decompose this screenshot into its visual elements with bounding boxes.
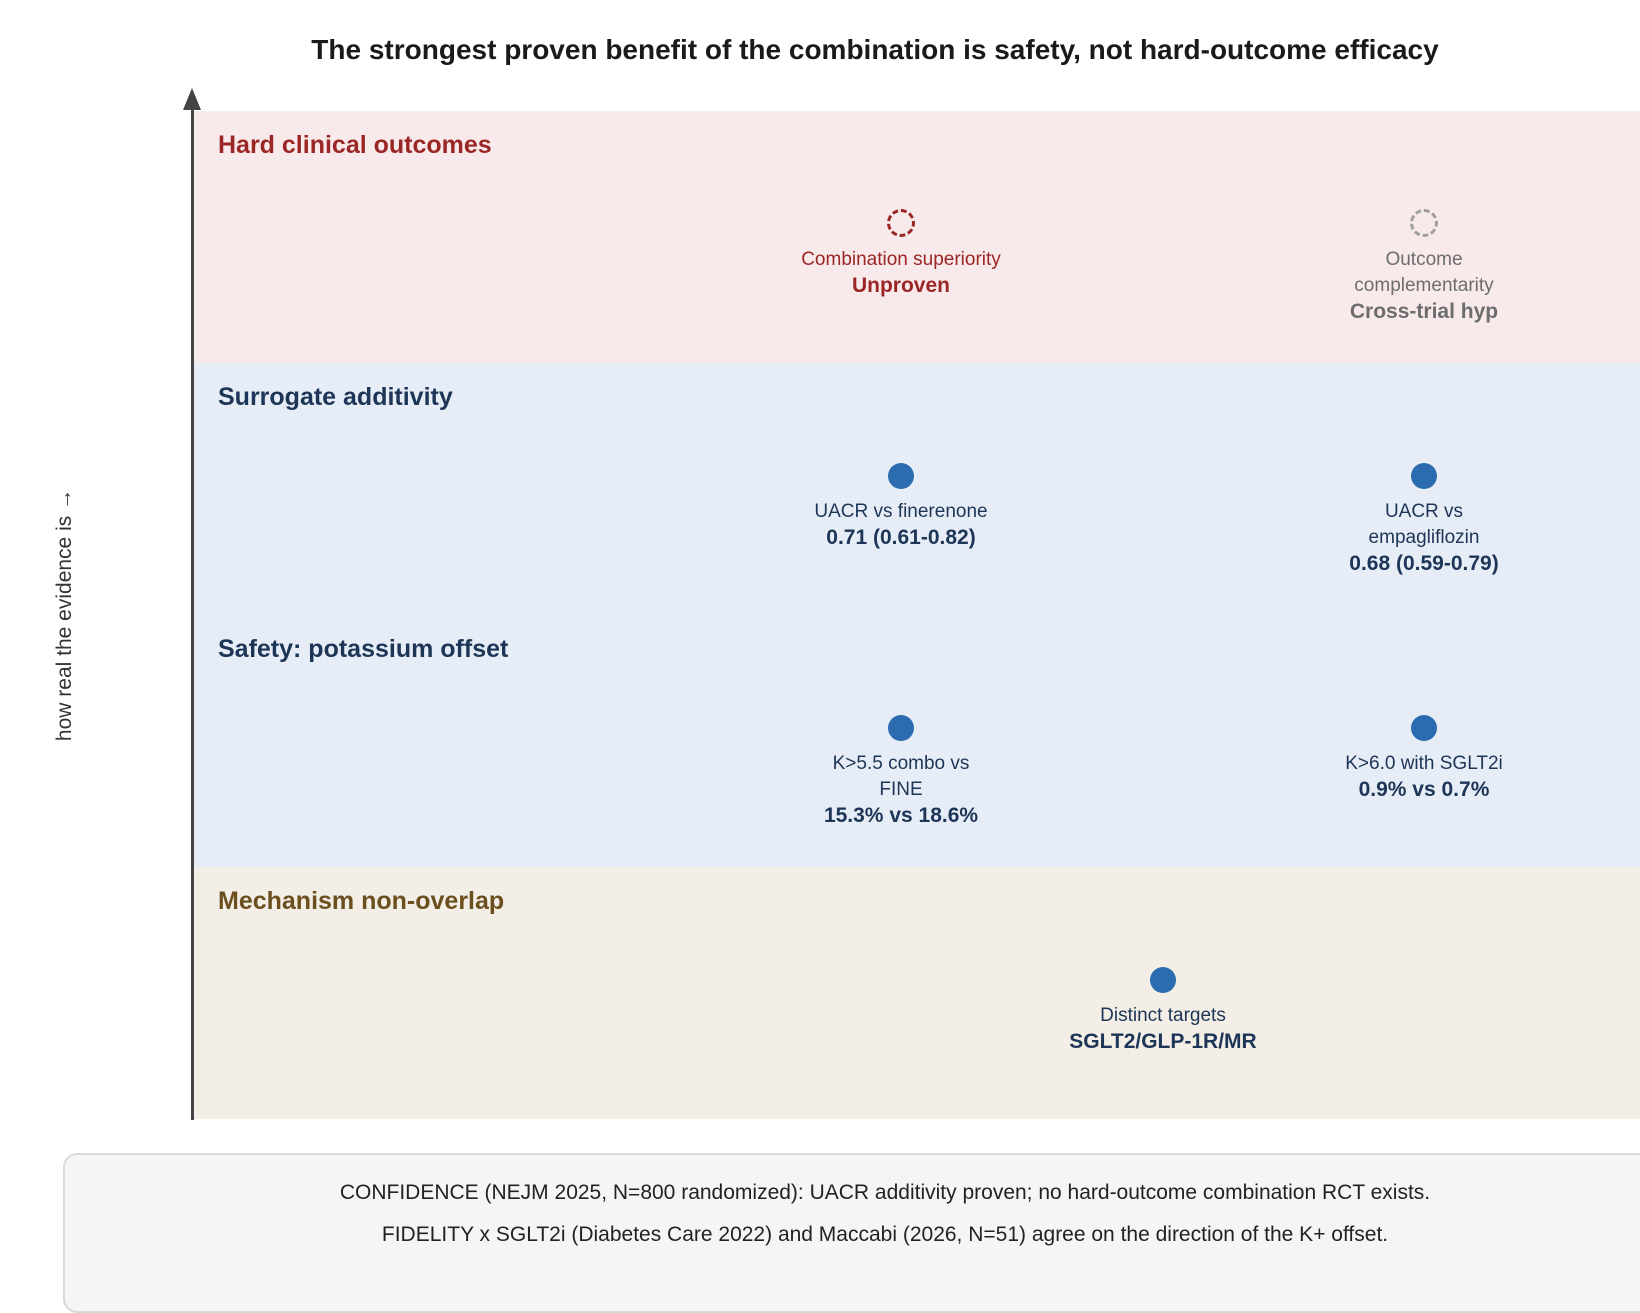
marker-uacr-empagliflozin: UACR vs empagliflozin 0.68 (0.59-0.79) [1334, 463, 1514, 577]
band-mechanism [193, 867, 1640, 1119]
marker-value: Unproven [851, 274, 950, 297]
marker-label: K>6.0 with SGLT2i [1345, 753, 1503, 774]
chart-title: The strongest proven benefit of the comb… [311, 34, 1439, 65]
marker-outcome-complementarity: Outcome complementarity Cross-trial hyp [1314, 209, 1534, 325]
marker-uacr-finerenone: UACR vs finerenone 0.71 (0.61-0.82) [791, 463, 1011, 551]
marker-label: UACR vs finerenone [814, 501, 988, 522]
marker-combination-superiority: Combination superiority Unproven [791, 209, 1011, 299]
circle-marker-icon [1150, 967, 1176, 993]
y-axis-line [191, 104, 194, 1120]
marker-k60-sglt2i: K>6.0 with SGLT2i 0.9% vs 0.7% [1314, 715, 1534, 803]
circle-marker-icon [888, 715, 914, 741]
circle-marker-icon [888, 463, 914, 489]
tier-label-mechanism: Mechanism non-overlap [218, 887, 505, 915]
marker-value: 0.68 (0.59-0.79) [1349, 552, 1499, 575]
tier-label-safety: Safety: potassium offset [218, 635, 509, 663]
marker-value: 0.9% vs 0.7% [1358, 778, 1490, 801]
confidence-line-2: FIDELITY x SGLT2i (Diabetes Care 2022) a… [381, 1223, 1389, 1246]
marker-label: UACR vs empagliflozin [1368, 501, 1480, 548]
y-axis-label: how real the evidence is → [53, 488, 76, 742]
marker-label: Distinct targets [1100, 1005, 1226, 1026]
marker-label: Combination superiority [801, 249, 1001, 270]
confidence-line-1: CONFIDENCE (NEJM 2025, N=800 randomized)… [339, 1181, 1431, 1204]
tier-label-surrogate-additivity: Surrogate additivity [218, 383, 453, 411]
marker-value: Cross-trial hyp [1349, 300, 1499, 323]
marker-k55-combo: K>5.5 combo vs FINE 15.3% vs 18.6% [811, 715, 991, 829]
circle-marker-icon [1411, 463, 1437, 489]
marker-distinct-targets: Distinct targets SGLT2/GLP-1R/MR [1053, 967, 1273, 1055]
tier-label-hard-outcomes: Hard clinical outcomes [218, 131, 492, 159]
marker-value: 15.3% vs 18.6% [823, 804, 979, 827]
marker-label: Outcome complementarity [1354, 249, 1494, 296]
band-surrogate-safety [193, 363, 1640, 867]
dashed-circle-icon [1410, 209, 1438, 237]
band-hard-outcomes [193, 111, 1640, 363]
marker-value: 0.71 (0.61-0.82) [826, 526, 976, 549]
circle-marker-icon [1411, 715, 1437, 741]
marker-value: SGLT2/GLP-1R/MR [1069, 1030, 1257, 1053]
marker-label: K>5.5 combo vs FINE [832, 753, 970, 800]
dashed-circle-icon [887, 209, 915, 237]
confidence-note-box: CONFIDENCE (NEJM 2025, N=800 randomized)… [63, 1153, 1640, 1313]
y-axis-arrow-icon [183, 88, 201, 110]
